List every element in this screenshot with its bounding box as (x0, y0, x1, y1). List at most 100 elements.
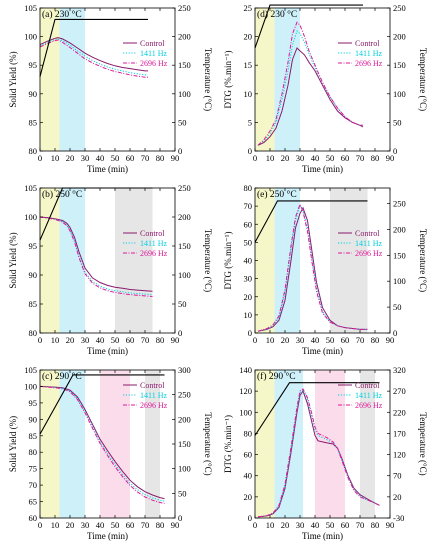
legend-label: 2696 Hz (355, 59, 383, 68)
y2-tick-label: 70 (393, 471, 402, 481)
x-axis-label: Time (min) (302, 164, 343, 174)
y-tick-label: 80 (29, 146, 38, 156)
y2-tick-label: 50 (393, 302, 402, 312)
y-tick-label: 15 (244, 60, 253, 70)
y-tick-label: 95 (29, 398, 38, 408)
panel-title: (e) 250 °C (257, 189, 297, 200)
legend-label: 1411 Hz (355, 49, 382, 58)
x-tick-label: 90 (171, 335, 180, 345)
y2-tick-label: 20 (393, 492, 402, 502)
y-tick-label: 95 (29, 241, 38, 251)
y2-tick-label: 150 (178, 241, 191, 251)
y2-tick-label: 100 (393, 89, 406, 99)
y-tick-label: 100 (24, 212, 37, 222)
band-blue (274, 370, 303, 518)
y2-tick-label: 50 (393, 117, 402, 127)
y-tick-label: 90 (29, 414, 38, 424)
y-tick-label: 0 (248, 328, 252, 338)
y-tick-label: 20 (244, 32, 253, 42)
x-tick-label: 30 (296, 153, 305, 163)
legend-label: 2696 Hz (140, 59, 168, 68)
series-control (39, 216, 153, 292)
legend-label: Control (140, 229, 165, 238)
band-yellow (40, 188, 60, 333)
y-tick-label: 85 (29, 431, 38, 441)
panel-title: (a) 230 °C (42, 9, 82, 20)
y2-tick-label: 150 (178, 439, 191, 449)
y-axis-label: Solid Yield (%) (8, 51, 18, 107)
x-tick-label: 10 (51, 335, 60, 345)
x-tick-label: 90 (386, 335, 395, 345)
y2-tick-label: 200 (393, 32, 406, 42)
x-tick-label: 80 (156, 520, 165, 530)
panel-title: (b) 250 °C (42, 189, 82, 200)
x-tick-label: 60 (126, 335, 135, 345)
x-tick-label: 50 (326, 520, 335, 530)
y-tick-label: 105 (24, 3, 37, 13)
band-yellow (40, 370, 60, 518)
legend-label: 2696 Hz (355, 401, 383, 410)
plot-frame (254, 369, 391, 519)
y2-tick-label: 150 (393, 60, 406, 70)
y2-tick-label: 200 (393, 224, 406, 234)
x-tick-label: 20 (66, 335, 75, 345)
legend-label: 1411 Hz (140, 239, 167, 248)
y2-axis-label: Temperature (°C) (203, 48, 213, 111)
y2-tick-label: 50 (178, 299, 187, 309)
x-tick-label: 20 (281, 153, 290, 163)
x-tick-label: 70 (356, 153, 365, 163)
band-blue (59, 188, 85, 333)
x-tick-label: 20 (66, 520, 75, 530)
y2-tick-label: 50 (178, 117, 187, 127)
y2-tick-label: 0 (393, 146, 397, 156)
legend-label: Control (355, 381, 380, 390)
legend-label: Control (140, 381, 165, 390)
legend-label: 1411 Hz (140, 49, 167, 58)
y-tick-label: 70 (29, 480, 38, 490)
x-tick-label: 70 (356, 520, 365, 530)
y2-tick-label: 0 (178, 328, 182, 338)
x-tick-label: 50 (326, 335, 335, 345)
x-axis-label: Time (min) (87, 164, 128, 174)
band-yellow (255, 8, 275, 151)
series-1411-hz (257, 389, 380, 518)
x-tick-label: 60 (126, 153, 135, 163)
x-tick-label: 70 (356, 335, 365, 345)
x-tick-label: 90 (386, 153, 395, 163)
y2-tick-label: 250 (393, 3, 406, 13)
legend-label: Control (140, 39, 165, 48)
x-tick-label: 20 (281, 520, 290, 530)
band-gray (145, 370, 160, 518)
y2-tick-label: -30 (393, 513, 404, 523)
panel-title: (c) 290 °C (42, 371, 82, 382)
band-blue (274, 8, 300, 151)
legend-label: 2696 Hz (355, 249, 383, 258)
y2-tick-label: 100 (393, 276, 406, 286)
legend-label: 2696 Hz (140, 401, 168, 410)
legend-label: 1411 Hz (140, 391, 167, 400)
series-2696-hz (257, 21, 363, 146)
series-1411-hz (39, 216, 153, 296)
y-tick-label: 100 (239, 407, 252, 417)
x-tick-label: 60 (341, 153, 350, 163)
temperature-profile (39, 374, 165, 435)
y2-axis-label: Temperature (°C) (418, 412, 428, 475)
band-yellow (40, 8, 60, 151)
x-tick-label: 10 (266, 520, 275, 530)
series-2696-hz (39, 216, 153, 297)
series-control (39, 37, 148, 72)
y-axis-label: DTG (%.min⁻¹) (223, 51, 233, 109)
series-control (257, 47, 364, 146)
y-tick-label: 50 (244, 237, 253, 247)
x-tick-label: 70 (141, 520, 150, 530)
legend-label: Control (355, 39, 380, 48)
y2-tick-label: 150 (178, 60, 191, 70)
y2-tick-label: 170 (393, 428, 406, 438)
x-tick-label: 0 (253, 153, 257, 163)
plot-frame (39, 7, 176, 152)
plot-frame (254, 7, 391, 152)
x-tick-label: 60 (341, 335, 350, 345)
